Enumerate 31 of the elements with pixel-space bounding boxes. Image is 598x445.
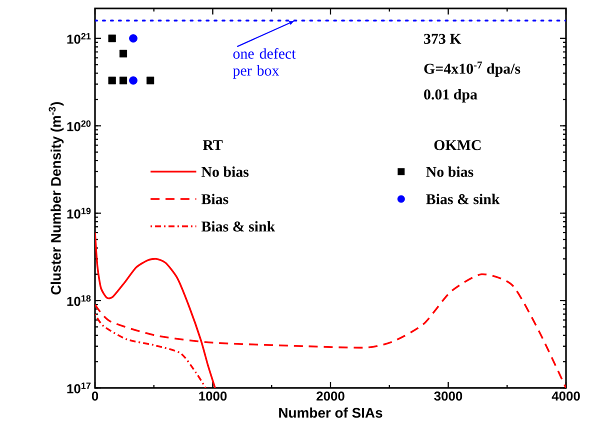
point (129, 76, 138, 85)
line-series (95, 313, 207, 388)
point (119, 76, 128, 84)
annotation: 373 K (424, 34, 462, 44)
y-tick-label: 10$^{18}$ (67, 295, 91, 306)
legend-label: Bias & sink (426, 194, 500, 204)
point (108, 34, 116, 42)
annotation: RT (202, 140, 223, 150)
point (108, 76, 116, 84)
annotation: OKMC (434, 140, 481, 150)
legend-label: Bias (201, 194, 228, 204)
point (146, 76, 154, 84)
x-axis-title: Number of SIAs (279, 408, 382, 418)
x-tick-label: 0 (92, 391, 98, 401)
annotation: 0.01 dpa (424, 88, 478, 103)
y-tick-label: 10$^{17}$ (67, 382, 91, 394)
y-tick-label: 10$^{21}$ (67, 33, 91, 44)
legend-label: No bias (201, 166, 249, 177)
legend-label: No bias (426, 166, 474, 177)
point (129, 34, 138, 43)
x-tick-label: 2000 (316, 391, 344, 401)
y-tick-label: 10$^{19}$ (67, 208, 91, 219)
x-tick-label: 1000 (199, 391, 227, 401)
y-axis-title: Cluster Number Density (m$^{-3}$) (48, 102, 64, 294)
x-tick-label: 4000 (552, 391, 580, 401)
x-tick-label: 3000 (434, 391, 462, 401)
ref-line-label: one defect per box (232, 48, 296, 79)
annotation: G=4x10$^{-7}$ dpa/s (424, 62, 520, 77)
y-tick-label: 10$^{20}$ (67, 120, 91, 132)
legend-label: Bias & sink (201, 221, 276, 232)
point (119, 50, 128, 58)
